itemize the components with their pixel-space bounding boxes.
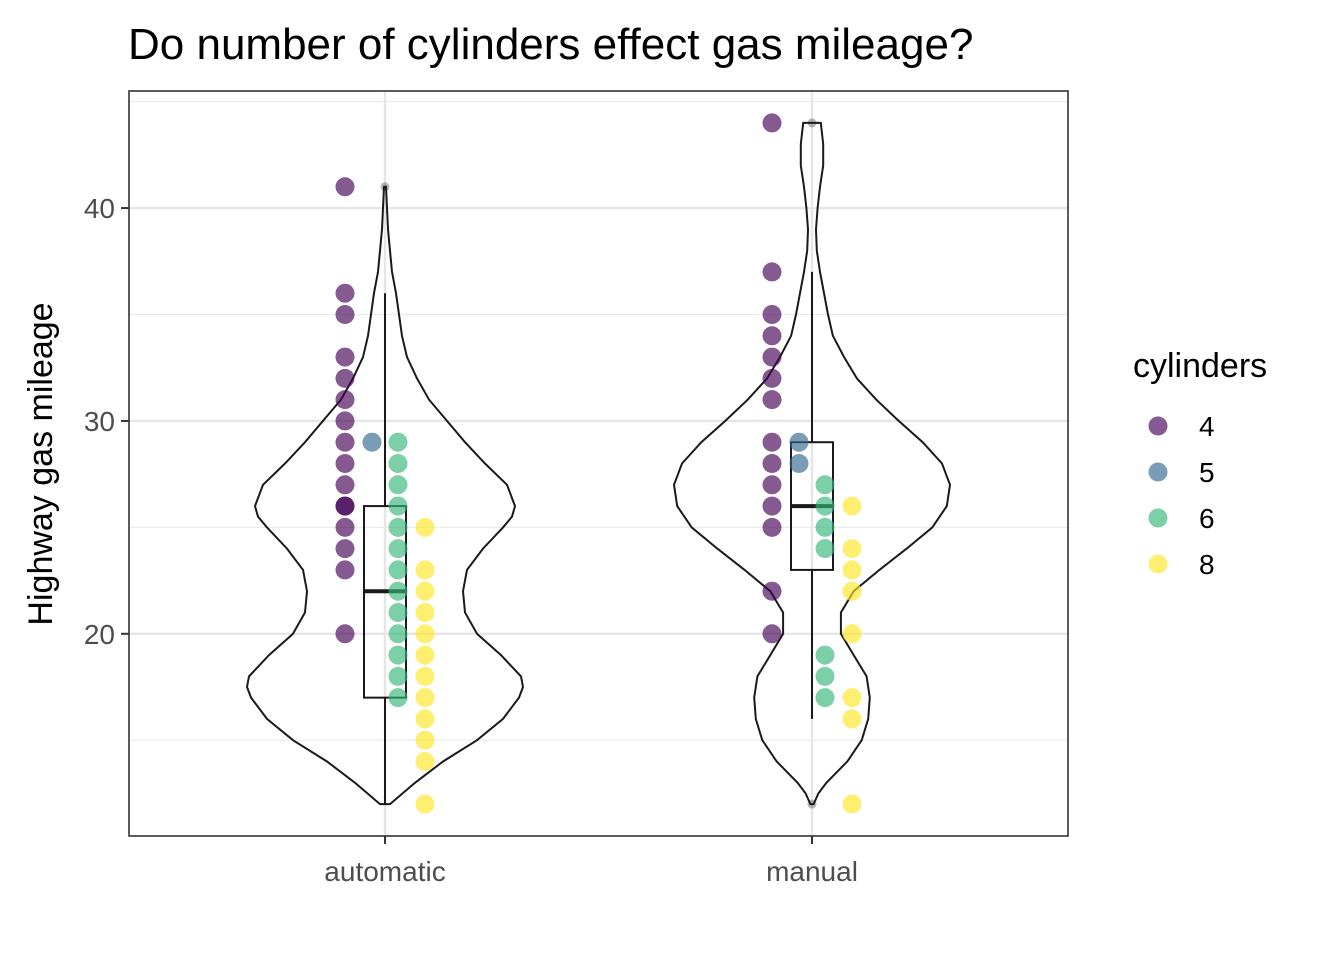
- panel-border: [128, 90, 1069, 837]
- point-cyl-6: [815, 666, 835, 686]
- point-cyl-6: [388, 517, 408, 537]
- point-cyl-8: [415, 730, 435, 750]
- legend-label-5: 5: [1199, 457, 1215, 488]
- y-tick-label: 30: [84, 406, 115, 437]
- x-tick-label: manual: [766, 856, 858, 887]
- point-cyl-4: [335, 368, 355, 388]
- point-cyl-6: [388, 475, 408, 495]
- point-cyl-4: [335, 347, 355, 367]
- point-cyl-8: [842, 560, 862, 580]
- point-cyl-8: [415, 794, 435, 814]
- point-cyl-6: [815, 496, 835, 516]
- point-cyl-4: [335, 283, 355, 303]
- point-cyl-4: [335, 496, 355, 516]
- point-cyl-6: [388, 432, 408, 452]
- point-cyl-4: [762, 305, 782, 324]
- violin-automatic: [245, 185, 525, 806]
- point-cyl-8: [415, 560, 435, 580]
- point-cyl-4: [335, 177, 355, 197]
- legend-label-8: 8: [1199, 549, 1215, 580]
- point-cyl-8: [415, 517, 435, 537]
- legend-key-4: [1148, 416, 1168, 436]
- point-cyl-6: [815, 517, 835, 537]
- point-cyl-4: [762, 581, 782, 601]
- point-cyl-6: [388, 539, 408, 559]
- y-tick-label: 40: [84, 193, 115, 224]
- panel-background: [129, 91, 1068, 836]
- point-cyl-4: [335, 432, 355, 452]
- point-cyl-6: [815, 475, 835, 495]
- point-cyl-4: [762, 517, 782, 537]
- point-cyl-6: [388, 560, 408, 580]
- legend: cylinders 4 5 6 8: [1133, 347, 1267, 580]
- point-cyl-6: [388, 645, 408, 665]
- point-cyl-8: [842, 624, 862, 644]
- chart-title: Do number of cylinders effect gas mileag…: [128, 20, 973, 69]
- point-cyl-8: [842, 496, 862, 516]
- point-cyl-8: [415, 603, 435, 622]
- point-cyl-4: [335, 539, 355, 559]
- box-automatic: [363, 505, 407, 699]
- outlier-automatic: [380, 182, 390, 192]
- outlier-manual: [807, 118, 817, 128]
- point-cyl-6: [388, 603, 408, 622]
- legend-title: cylinders: [1133, 347, 1267, 385]
- point-cyl-8: [842, 709, 862, 729]
- y-axis-title: Highway gas mileage: [22, 302, 60, 625]
- point-cyl-6: [815, 645, 835, 665]
- x-tick-label: automatic: [324, 856, 445, 887]
- point-cyl-4: [335, 475, 355, 495]
- point-cyl-6: [388, 624, 408, 644]
- legend-key-8: [1148, 554, 1168, 574]
- point-cyl-4: [762, 347, 782, 367]
- point-cyl-4: [762, 390, 782, 410]
- point-cyl-8: [415, 752, 435, 771]
- point-cyl-8: [842, 539, 862, 559]
- point-cyl-6: [815, 688, 835, 708]
- point-cyl-8: [842, 581, 862, 601]
- point-cyl-5: [789, 454, 809, 473]
- point-cyl-4: [335, 411, 355, 431]
- legend-label-6: 6: [1199, 503, 1215, 534]
- point-cyl-6: [388, 496, 408, 516]
- point-cyl-4: [335, 390, 355, 410]
- point-cyl-5: [362, 432, 382, 452]
- point-cyl-8: [842, 794, 862, 814]
- point-cyl-4: [762, 262, 782, 282]
- point-cyl-4: [335, 517, 355, 537]
- point-cyl-6: [388, 581, 408, 601]
- point-cyl-4: [762, 496, 782, 516]
- outlier-manual: [807, 799, 817, 809]
- point-cyl-4: [762, 454, 782, 473]
- point-cyl-8: [415, 709, 435, 729]
- point-cyl-8: [415, 688, 435, 708]
- legend-label-4: 4: [1199, 411, 1215, 442]
- point-cyl-4: [335, 305, 355, 324]
- point-cyl-4: [762, 368, 782, 388]
- point-cyl-6: [388, 454, 408, 473]
- point-cyl-4: [335, 454, 355, 473]
- point-cyl-4: [762, 624, 782, 644]
- point-cyl-8: [842, 688, 862, 708]
- point-cyl-4: [335, 560, 355, 580]
- point-cyl-4: [762, 432, 782, 452]
- point-cyl-6: [815, 539, 835, 559]
- point-cyl-8: [415, 666, 435, 686]
- point-cyl-6: [388, 688, 408, 708]
- violin-manual: [672, 121, 952, 806]
- point-cyl-4: [762, 113, 782, 133]
- point-cyl-4: [762, 326, 782, 346]
- y-tick-label: 20: [84, 619, 115, 650]
- point-cyl-4: [335, 624, 355, 644]
- point-cyl-8: [415, 624, 435, 644]
- legend-key-6: [1148, 508, 1168, 528]
- plot-panel: [128, 90, 1069, 837]
- point-cyl-4: [762, 475, 782, 495]
- point-cyl-8: [415, 645, 435, 665]
- point-cyl-8: [415, 581, 435, 601]
- point-cyl-6: [388, 666, 408, 686]
- legend-key-5: [1148, 462, 1168, 482]
- point-cyl-5: [789, 432, 809, 452]
